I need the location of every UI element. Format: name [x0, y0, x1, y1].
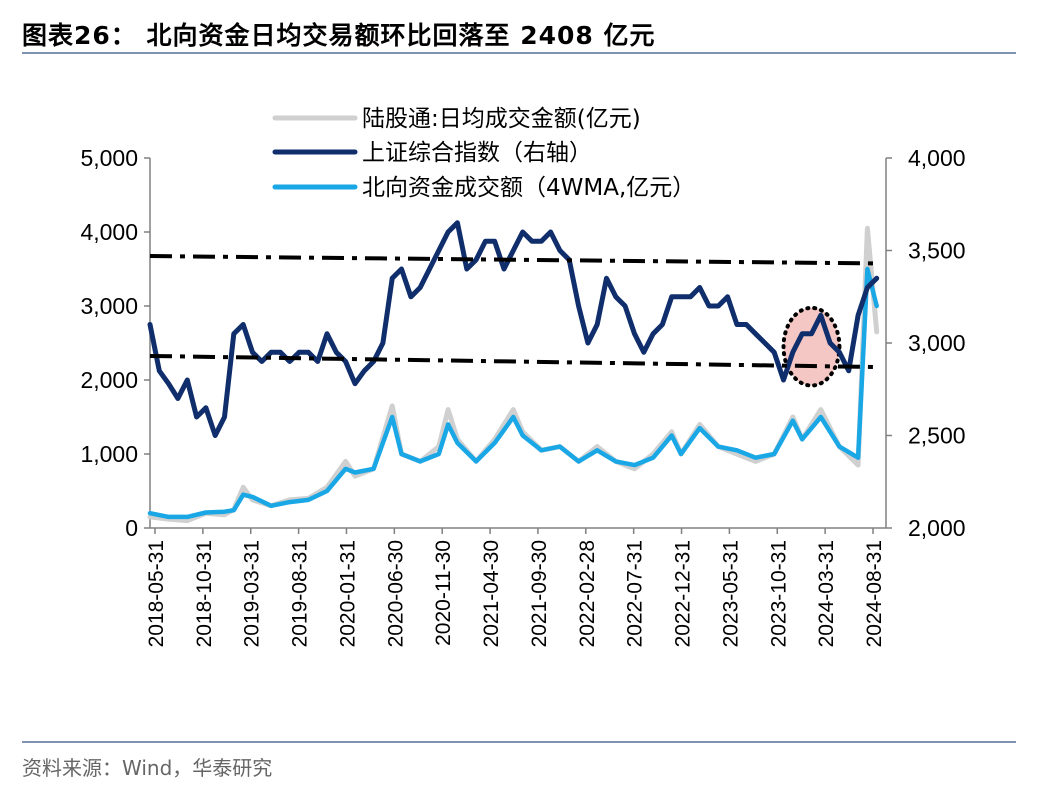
right-tick-label: 3,500	[908, 238, 966, 264]
x-tick-label: 2020-11-30	[432, 540, 455, 646]
chart: 0 1,000 2,000 3,000 4,000 5,000 2,000 2,500 3,00…	[80, 106, 966, 647]
x-tick-label: 2022-02-28	[576, 540, 599, 647]
source-note: 资料来源：Wind，华泰研究	[22, 756, 273, 780]
x-tick-label: 2024-03-31	[815, 540, 838, 647]
right-tick-label: 3,000	[908, 330, 966, 356]
legend-wma-label: 北向资金成交额（4WMA,亿元）	[362, 175, 695, 201]
left-tick-label: 1,000	[80, 441, 138, 467]
right-tick-label: 2,000	[908, 515, 966, 541]
x-tick-label: 2018-10-31	[193, 540, 216, 647]
x-tick-label: 2020-01-31	[336, 540, 359, 647]
left-tick-label: 4,000	[80, 219, 138, 245]
left-tick-label: 3,000	[80, 293, 138, 319]
title-rule	[22, 52, 1016, 54]
x-tick-label: 2019-08-31	[289, 540, 312, 647]
right-tick-label: 4,000	[908, 145, 966, 171]
series-northbound-4wma-line	[147, 266, 879, 520]
x-tick-label: 2024-08-31	[863, 540, 886, 647]
series-lgt-daily-line	[147, 225, 880, 524]
x-tick-label: 2023-10-31	[767, 540, 790, 647]
x-tick-label: 2020-06-30	[384, 540, 407, 647]
x-tick-label: 2023-05-31	[719, 540, 742, 647]
left-tick-label: 5,000	[80, 145, 138, 171]
upper-dash-dot-line	[149, 254, 877, 266]
x-tick-label: 2022-07-31	[624, 540, 647, 647]
footer-rule	[22, 741, 1016, 743]
left-tick-label: 0	[125, 515, 138, 541]
legend-lgt-label: 陆股通:日均成交金额(亿元)	[362, 106, 641, 132]
x-tick-label: 2018-05-31	[145, 540, 168, 647]
legend-index-label: 上证综合指数（右轴）	[362, 140, 592, 166]
x-tick-label: 2022-12-31	[672, 540, 695, 647]
header: 图表26： 北向资金日均交易额环比回落至 2408 亿元	[22, 12, 1016, 52]
lower-dash-dot-line	[149, 353, 877, 370]
series-shanghai-index-line	[147, 220, 880, 438]
left-tick-label: 2,000	[80, 367, 138, 393]
page-title: 图表26： 北向资金日均交易额环比回落至 2408 亿元	[22, 21, 656, 50]
x-tick-label: 2021-09-30	[528, 540, 551, 647]
x-tick-label: 2021-04-30	[480, 540, 503, 647]
x-tick-label: 2019-03-31	[241, 540, 264, 647]
right-tick-label: 2,500	[908, 423, 966, 449]
